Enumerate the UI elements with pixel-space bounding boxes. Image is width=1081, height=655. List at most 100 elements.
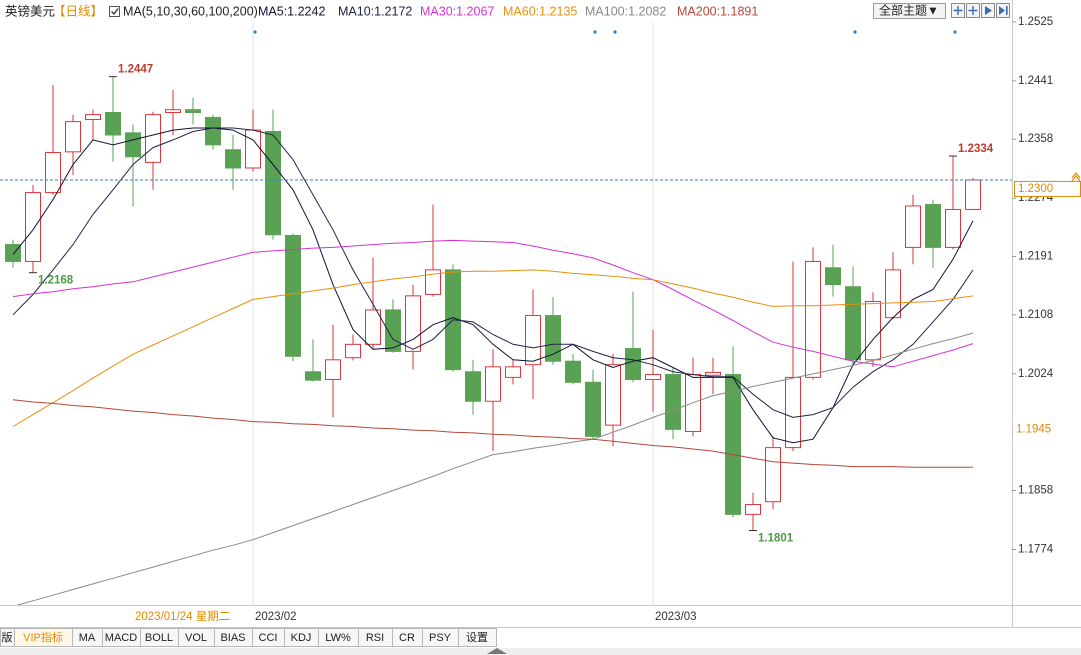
- scrollbar[interactable]: [0, 648, 1081, 655]
- candle-body: [625, 348, 641, 380]
- icon-glyph: [985, 6, 992, 15]
- crosshair-price: 1.1945: [1016, 423, 1051, 435]
- y-tick-label: 1.1858: [1018, 485, 1053, 497]
- candle-body: [205, 116, 221, 146]
- indicator-checkbox[interactable]: [109, 6, 120, 17]
- tab-label: RSI: [366, 632, 384, 644]
- event-markers: [253, 30, 957, 34]
- candle-body: [505, 366, 521, 378]
- crosshair-price-box: [1013, 422, 1081, 437]
- ma-line: [12, 127, 974, 418]
- scroll-handle[interactable]: [487, 648, 507, 654]
- event-dot: [593, 30, 597, 34]
- ma-line: [12, 127, 974, 444]
- candle-body: [105, 111, 121, 136]
- candle-body: [345, 343, 361, 359]
- candle-body: [65, 121, 81, 153]
- candle-body: [165, 109, 181, 113]
- tab-label: CCI: [259, 632, 278, 644]
- extreme-label: 1.1801: [758, 533, 794, 545]
- icon-glyph: [999, 6, 1008, 15]
- candle-body: [665, 374, 681, 430]
- candle-body: [25, 192, 41, 262]
- candle-body: [145, 114, 161, 163]
- toolbar-glyphs: [953, 6, 1008, 15]
- candle-body: [705, 371, 721, 376]
- candle-body: [425, 269, 441, 295]
- extreme-label: 1.2334: [958, 143, 994, 155]
- theme-button-label: 全部主题▼: [879, 3, 939, 18]
- extreme-label: 1.2447: [118, 64, 153, 76]
- y-tick-label: 1.2441: [1018, 75, 1053, 87]
- candle-body: [785, 376, 801, 449]
- ma-line: [16, 332, 974, 605]
- legend-entry: MA30:1.2067: [420, 4, 494, 18]
- candle-body: [825, 267, 841, 286]
- checkmark: [111, 8, 119, 15]
- legend-entry: MA10:1.2172: [338, 4, 412, 18]
- y-tick-label: 1.2358: [1018, 133, 1053, 145]
- legend-entry: MA100:1.2082: [585, 4, 666, 18]
- candle-body: [745, 504, 761, 515]
- candle-body: [765, 447, 781, 503]
- legend-entry: MA60:1.2135: [503, 4, 577, 18]
- candle-body: [905, 205, 921, 248]
- y-tick-label: 1.2108: [1018, 309, 1053, 321]
- event-dot: [853, 30, 857, 34]
- legend-entry: MA200:1.1891: [677, 4, 758, 18]
- crosshair-date: 2023/01/24 星期二: [135, 610, 230, 623]
- candle-body: [365, 309, 381, 345]
- y-tick-label: 1.2024: [1018, 368, 1054, 380]
- tab-label: CR: [399, 632, 415, 644]
- candle-body: [45, 152, 61, 194]
- candle-body: [545, 315, 561, 362]
- candle-body: [925, 204, 941, 248]
- tab-label: MA: [79, 632, 96, 644]
- tab-label: PSY: [429, 632, 452, 644]
- price-arrow: [1071, 172, 1081, 182]
- tab-label: BIAS: [220, 632, 245, 644]
- candle-body: [525, 315, 541, 366]
- candle-body: [305, 371, 321, 381]
- candle-body: [585, 381, 601, 437]
- ma-line: [12, 399, 973, 468]
- candle-body: [405, 295, 421, 352]
- candle-body: [805, 260, 821, 378]
- chart-title: 英镑美元: [5, 3, 55, 18]
- candle-body: [465, 371, 481, 402]
- candle-body: [845, 286, 861, 361]
- candle-body: [645, 374, 661, 380]
- candle-body: [965, 179, 981, 210]
- event-dot: [613, 30, 617, 34]
- event-dot: [953, 30, 957, 34]
- y-tick-label: 1.2525: [1018, 16, 1053, 28]
- candle-body: [85, 114, 101, 121]
- indicator-label: MA(5,10,30,60,100,200): [123, 4, 258, 18]
- icon-glyph: [953, 6, 963, 15]
- tab-label: BOLL: [145, 632, 173, 644]
- last-price-label: 1.2300: [1018, 183, 1053, 195]
- candle-body: [725, 374, 741, 515]
- candle-body: [5, 244, 21, 262]
- candle-body: [225, 149, 241, 169]
- candle-body: [945, 208, 961, 248]
- candle-body: [325, 359, 341, 380]
- candle-body: [865, 300, 881, 361]
- tab[interactable]: [458, 628, 497, 647]
- icon-glyph: [968, 6, 978, 15]
- ma-line: [12, 239, 974, 368]
- tab-label: LW%: [325, 632, 351, 644]
- legend-entry: MA5:1.2242: [258, 4, 325, 18]
- extreme-label: 1.2168: [38, 275, 74, 287]
- ma-line: [12, 269, 974, 427]
- candle-body: [885, 269, 901, 319]
- candle-body: [185, 109, 201, 113]
- tab-label: MACD: [105, 632, 137, 644]
- candle-body: [485, 366, 501, 402]
- theme-button[interactable]: [873, 3, 946, 19]
- tab-label: VIP指标: [23, 630, 63, 644]
- tab-label: 版: [2, 630, 13, 644]
- tab-label: VOL: [185, 632, 207, 644]
